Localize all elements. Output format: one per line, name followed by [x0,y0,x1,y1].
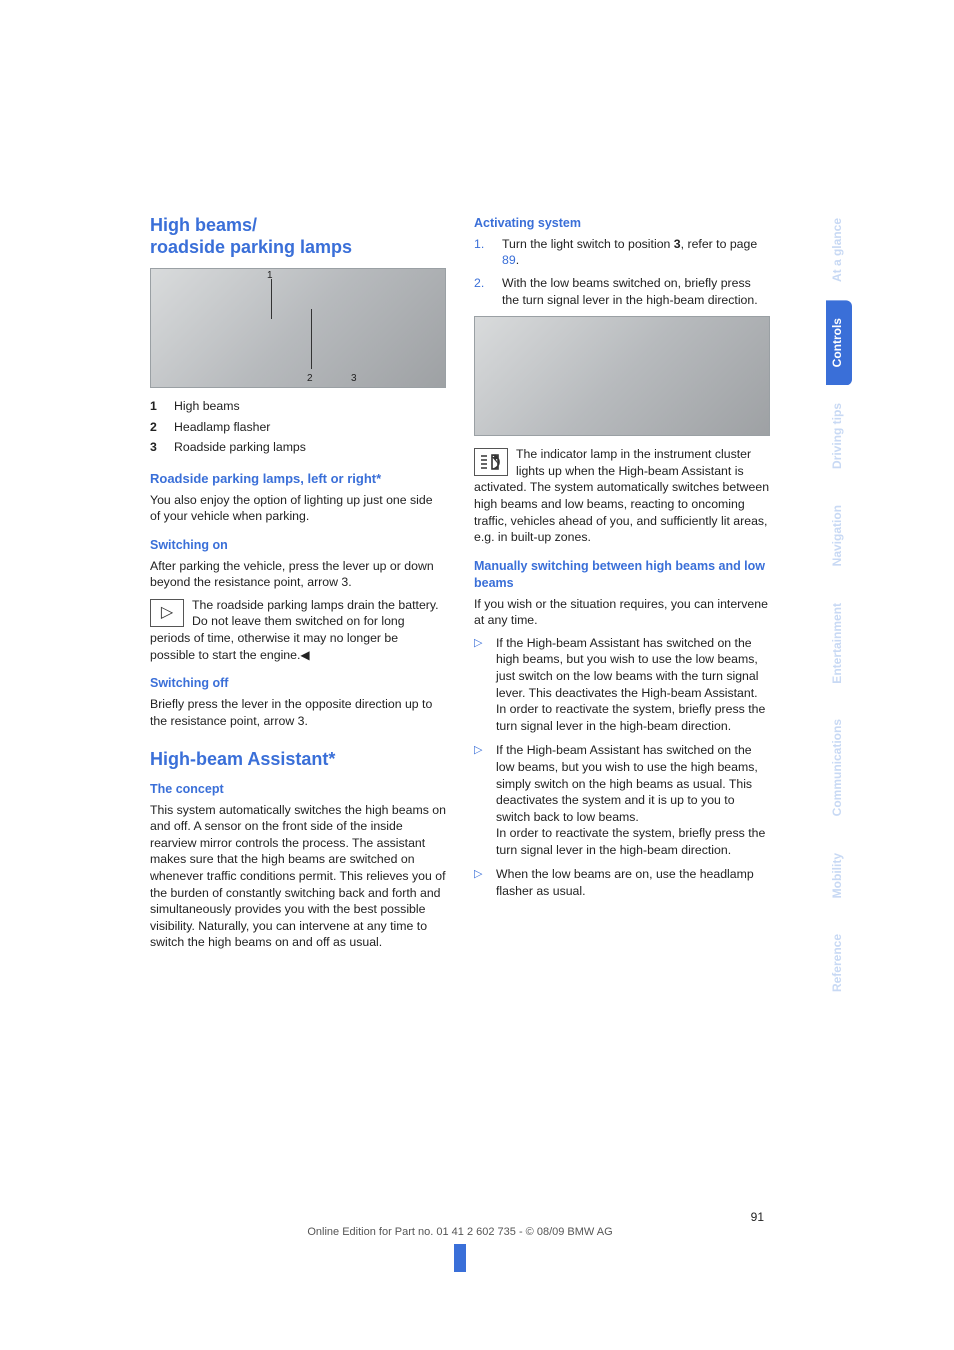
tab-reference[interactable]: Reference [826,916,852,1010]
legend-num: 2 [150,419,160,436]
triangle-icon: ▷ [474,742,484,858]
heading-manual-switch: Manually switching between high beams an… [474,558,770,592]
legend-text: Roadside parking lamps [174,439,306,456]
triangle-icon: ▷ [474,866,484,899]
hba-icon [478,452,504,472]
paragraph: If you wish or the situation requires, y… [474,596,770,629]
text: , refer to page [681,237,758,251]
tab-communications[interactable]: Communications [826,701,852,834]
heading-activating: Activating system [474,215,770,232]
triangle-icon: ▷ [474,635,484,735]
heading-roadside-parking: Roadside parking lamps, left or right* [150,470,446,488]
figure-stalk-lever: 1 2 3 [150,268,446,388]
page-link[interactable]: 89 [502,253,516,267]
legend-item: 2 Headlamp flasher [150,419,446,436]
legend-item: 3 Roadside parking lamps [150,439,446,456]
callout-2: 2 [307,372,313,386]
text: . [516,253,519,267]
bullet-item: ▷If the High-beam Assistant has switched… [474,742,770,858]
text: Briefly press the lever in the opposite … [150,697,432,728]
legend-text: Headlamp flasher [174,419,270,436]
indicator-text: The indicator lamp in the instrument clu… [474,447,769,544]
section-heading-hba: High-beam Assistant* [150,749,446,771]
paragraph: Briefly press the lever in the opposite … [150,696,446,729]
section-heading-high-beams: High beams/ roadside parking lamps [150,215,446,258]
text: After parking the vehicle, press the lev… [150,559,434,590]
paragraph: After parking the vehicle, press the lev… [150,558,446,591]
page-number: 91 [150,1210,770,1224]
callout-1: 1 [267,269,273,283]
step-number: 2. [474,275,488,308]
text: Turn the light switch to position [502,237,674,251]
paragraph: This system automatically switches the h… [150,802,446,951]
tab-mobility[interactable]: Mobility [826,835,852,916]
legend-num: 3 [150,439,160,456]
tab-navigation[interactable]: Navigation [826,487,852,584]
tab-controls[interactable]: Controls [826,300,852,385]
callout-line [311,309,312,369]
page-content: High beams/ roadside parking lamps 1 2 3… [150,215,770,957]
step-item: 2. With the low beams switched on, brief… [474,275,770,308]
legend-text: High beams [174,398,240,415]
bullet-item: ▷If the High-beam Assistant has switched… [474,635,770,735]
footer-bar-icon [454,1244,466,1272]
end-mark-icon: ◀ [300,648,309,662]
bullet-text: When the low beams are on, use the headl… [496,866,770,899]
legend-item: 1 High beams [150,398,446,415]
right-column: Activating system 1. Turn the light swit… [474,215,770,957]
bullet-text: If the High-beam Assistant has switched … [496,742,770,858]
step-text: Turn the light switch to position 3, ref… [502,236,770,269]
heading-concept: The concept [150,781,446,798]
footer-line: Online Edition for Part no. 01 41 2 602 … [307,1226,612,1238]
section-tabs: At a glance Controls Driving tips Naviga… [826,200,852,1010]
heading-switching-on: Switching on [150,537,446,554]
bullet-item: ▷ When the low beams are on, use the head… [474,866,770,899]
note-icon: ▷ [150,599,184,627]
indicator-lamp-icon [474,448,508,476]
callout-line [271,279,272,319]
step-text: With the low beams switched on, briefly … [502,275,770,308]
step-item: 1. Turn the light switch to position 3, … [474,236,770,269]
left-column: High beams/ roadside parking lamps 1 2 3… [150,215,446,957]
callout-3: 3 [351,372,357,386]
heading-switching-off: Switching off [150,675,446,692]
legend-num: 1 [150,398,160,415]
bold-ref: 3 [674,237,681,251]
page-footer: 91 Online Edition for Part no. 01 41 2 6… [150,1210,770,1238]
step-number: 1. [474,236,488,269]
tab-at-a-glance[interactable]: At a glance [826,200,852,300]
indicator-box: The indicator lamp in the instrument clu… [474,446,770,546]
note-box: ▷ The roadside parking lamps drain the b… [150,597,446,663]
figure-activation [474,316,770,436]
legend-list: 1 High beams 2 Headlamp flasher 3 Roadside … [150,398,446,456]
paragraph: You also enjoy the option of lighting up… [150,492,446,525]
tab-entertainment[interactable]: Entertainment [826,585,852,702]
activation-steps: 1. Turn the light switch to position 3, … [474,236,770,308]
note-text: The roadside parking lamps drain the bat… [150,598,439,662]
bullet-text: If the High-beam Assistant has switched … [496,635,770,735]
manual-bullets: ▷If the High-beam Assistant has switched… [474,635,770,900]
columns: High beams/ roadside parking lamps 1 2 3… [150,215,770,957]
tab-driving-tips[interactable]: Driving tips [826,385,852,487]
